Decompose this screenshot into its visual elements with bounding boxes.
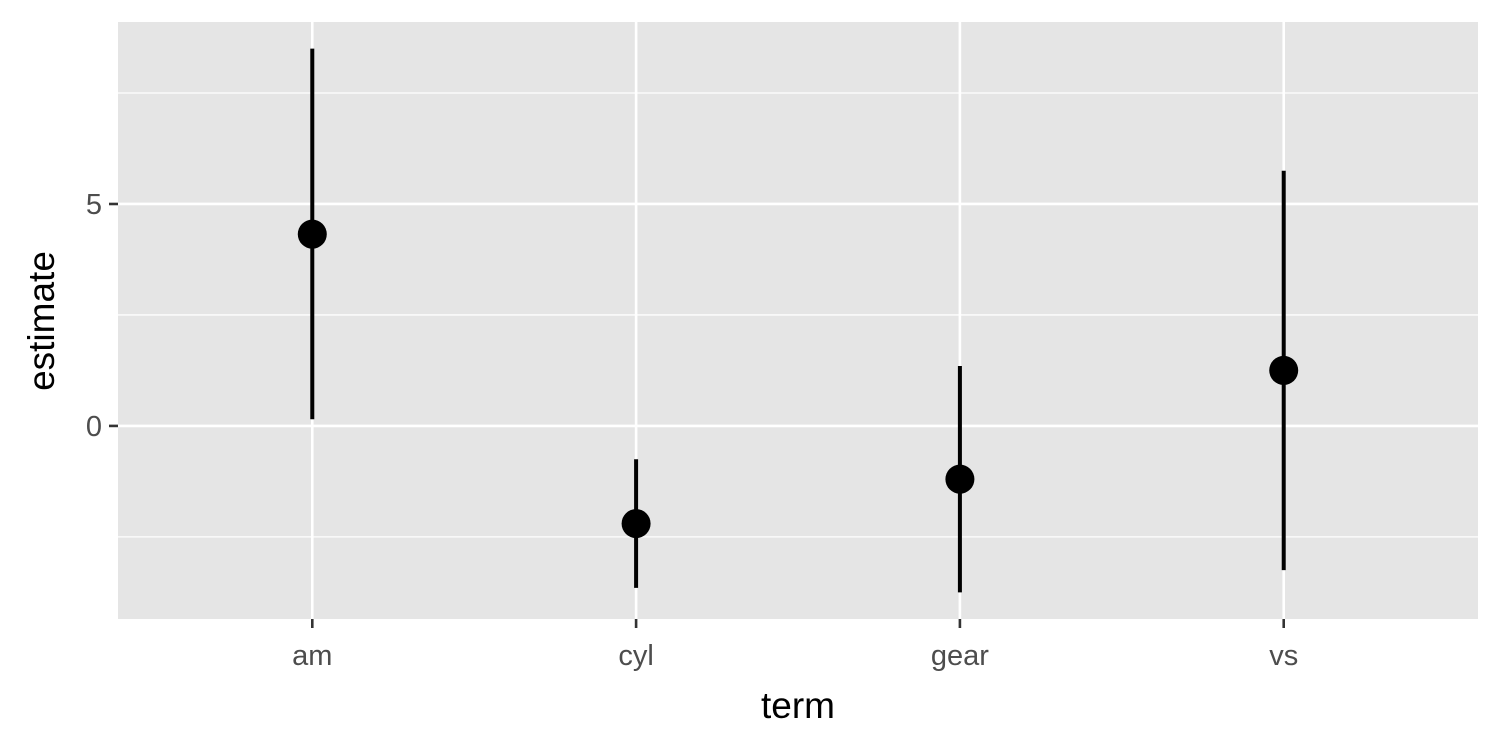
data-marks <box>297 48 1299 593</box>
x-tick-label-gear: gear <box>931 640 989 672</box>
estimate-point-gear <box>945 464 975 494</box>
estimate-point-am <box>297 219 327 249</box>
estimate-point-cyl <box>621 509 651 539</box>
plot-panel <box>118 22 1478 619</box>
x-axis: am cyl gear vs <box>292 619 1298 672</box>
y-axis: 05 <box>86 189 118 443</box>
estimate-point-vs <box>1269 355 1299 385</box>
y-tick-label: 0 <box>86 411 102 443</box>
y-tick-label: 5 <box>86 189 102 221</box>
x-tick-label-vs: vs <box>1269 640 1298 672</box>
x-tick-label-am: am <box>292 640 332 672</box>
x-axis-title: term <box>761 685 835 726</box>
minor-gridlines <box>118 92 1478 538</box>
y-axis-title: estimate <box>21 251 62 391</box>
x-tick-label-cyl: cyl <box>618 640 653 672</box>
